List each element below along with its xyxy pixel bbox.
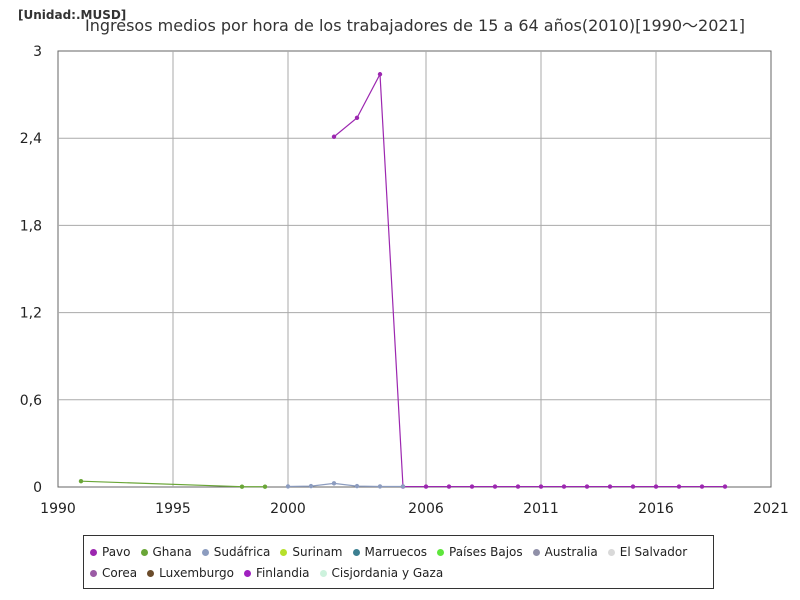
legend-item: Países Bajos	[437, 542, 523, 563]
data-point	[423, 484, 429, 489]
legend-label: El Salvador	[619, 545, 688, 559]
legend-label: Corea	[102, 566, 138, 580]
legend-item: Pavo	[90, 542, 131, 563]
x-tick-label: 2011	[523, 501, 559, 517]
data-point	[699, 484, 705, 489]
legend-item: Surinam	[280, 542, 343, 563]
legend-marker	[280, 549, 288, 556]
data-point	[262, 484, 268, 489]
unit-label: [Unidad:.MUSD]	[18, 8, 127, 22]
data-point	[469, 484, 475, 489]
data-point	[331, 134, 337, 139]
data-point	[78, 478, 84, 484]
legend-label: Ghana	[152, 545, 192, 559]
data-point	[377, 72, 383, 77]
data-point	[630, 484, 636, 489]
x-tick-label: 1995	[155, 501, 191, 517]
data-point	[561, 484, 567, 489]
series-line	[287, 482, 403, 488]
data-point	[285, 484, 291, 489]
y-tick-label: 2,4	[20, 131, 42, 147]
data-point	[377, 484, 383, 489]
legend-item: Luxemburgo	[147, 563, 234, 584]
legend-label: Australia	[544, 545, 598, 559]
x-tick-label: 2016	[638, 501, 674, 517]
legend-label: Sudáfrica	[213, 545, 271, 559]
plot-area	[57, 50, 772, 488]
legend-label: Surinam	[292, 545, 343, 559]
legend-marker	[607, 549, 615, 556]
legend-marker	[532, 549, 540, 556]
legend-marker	[352, 549, 360, 556]
data-point	[492, 484, 498, 489]
legend-item: Sudáfrica	[201, 542, 271, 563]
data-point	[446, 484, 452, 489]
chart-title: Ingresos medios por hora de los trabajad…	[85, 16, 745, 35]
line-chart: 1990 1995 2000 2006 2011 2016 2021 0 0,6 1,2 1,8 2,…	[20, 44, 789, 517]
legend-marker	[90, 570, 97, 577]
x-tick-label: 2006	[408, 501, 444, 517]
y-tick-label: 0,6	[20, 393, 42, 409]
legend-item: Marruecos	[352, 542, 428, 563]
data-point	[515, 484, 521, 489]
y-tick-label: 3	[33, 44, 42, 60]
legend-item: Australia	[532, 542, 598, 563]
legend-item: El Salvador	[607, 542, 688, 563]
y-tick-label: 0	[33, 480, 42, 496]
legend-label: Marruecos	[364, 545, 428, 559]
legend-marker	[437, 549, 445, 556]
legend-item: Cisjordania y Gaza	[319, 563, 444, 584]
data-point	[354, 115, 360, 121]
data-point	[584, 484, 590, 489]
legend-item: Finlandia	[243, 563, 310, 584]
data-point	[354, 483, 360, 489]
legend-label: Pavo	[102, 545, 131, 559]
legend-item: Corea	[90, 563, 137, 584]
legend-label: Luxemburgo	[159, 566, 234, 580]
data-point	[653, 484, 659, 489]
legend-marker	[140, 549, 148, 556]
chart-legend: Pavo Ghana Sudáfrica Surinam Marruecos Países…	[83, 535, 714, 589]
x-tick-label: 2021	[753, 501, 789, 517]
x-tick-label: 2000	[270, 501, 306, 517]
legend-marker	[201, 549, 209, 556]
legend-marker	[319, 570, 327, 577]
y-tick-label: 1,2	[20, 306, 42, 322]
data-point	[676, 484, 682, 489]
data-point	[400, 484, 406, 489]
legend-item: Ghana	[140, 542, 192, 563]
legend-marker	[243, 570, 251, 577]
legend-label: Finlandia	[255, 566, 310, 580]
legend-label: Cisjordania y Gaza	[331, 566, 444, 580]
y-tick-label: 1,8	[20, 218, 42, 234]
legend-label: Países Bajos	[449, 545, 523, 559]
data-point	[607, 484, 613, 489]
x-tick-label: 1990	[40, 501, 76, 517]
series-line	[333, 72, 725, 488]
data-point	[331, 481, 337, 486]
data-point	[239, 484, 245, 489]
legend-marker	[90, 549, 97, 556]
data-point	[538, 484, 544, 489]
data-point	[722, 484, 728, 489]
data-point	[308, 483, 314, 489]
legend-marker	[147, 570, 155, 577]
